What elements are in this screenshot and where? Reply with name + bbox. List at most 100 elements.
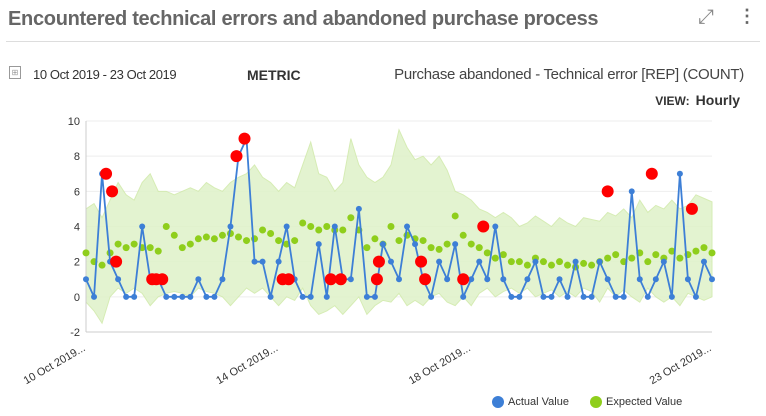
expected-point [443, 240, 451, 248]
actual-point [275, 258, 282, 265]
expected-point [604, 254, 612, 262]
expected-point [82, 249, 90, 257]
actual-point [115, 276, 122, 283]
expected-point [556, 258, 564, 266]
expected-point [154, 247, 162, 255]
actual-point [500, 276, 507, 283]
expected-point [146, 244, 154, 252]
expected-point [612, 251, 620, 259]
expected-point [515, 258, 523, 266]
expected-point [114, 240, 122, 248]
actual-point [347, 276, 354, 283]
actual-point [219, 276, 226, 283]
actual-point [299, 293, 306, 300]
actual-point [468, 276, 475, 283]
expected-point [459, 231, 467, 239]
expected-point [259, 226, 267, 234]
expected-point [483, 249, 491, 257]
actual-point [668, 293, 675, 300]
anomaly-point [238, 132, 251, 145]
expected-point [628, 254, 636, 262]
y-tick-label: 4 [74, 222, 80, 234]
actual-point [516, 293, 523, 300]
actual-point [572, 258, 579, 265]
expected-point [700, 244, 708, 252]
actual-point [323, 293, 330, 300]
x-tick-label: 23 Oct 2019... [648, 342, 714, 387]
actual-point [123, 293, 130, 300]
metric-name: Purchase abandoned - Technical error [RE… [394, 66, 744, 83]
actual-point [363, 293, 370, 300]
expected-point [307, 223, 315, 230]
legend-expected[interactable]: Expected Value [590, 396, 682, 408]
expected-point [122, 244, 130, 252]
expected-point [499, 251, 507, 259]
actual-point [588, 293, 595, 300]
actual-point [355, 205, 362, 212]
anomaly-point [100, 167, 113, 180]
actual-point [660, 258, 667, 265]
y-tick-label: 2 [74, 257, 80, 269]
actual-point [644, 293, 651, 300]
actual-point [267, 293, 274, 300]
actual-point [652, 276, 659, 283]
actual-point [540, 293, 547, 300]
anomaly-point [415, 255, 428, 268]
expected-point [676, 254, 684, 262]
actual-point [709, 276, 715, 283]
view-value[interactable]: Hourly [695, 92, 740, 108]
actual-point [452, 241, 459, 248]
actual-point [692, 293, 699, 300]
expected-point [291, 237, 299, 245]
expected-point [644, 258, 652, 266]
actual-point [251, 258, 258, 265]
actual-point [211, 293, 218, 300]
expected-point [467, 240, 475, 248]
expected-point [243, 237, 251, 245]
expected-point [507, 258, 515, 266]
anomaly-point [106, 185, 119, 198]
actual-point [508, 293, 515, 300]
anomaly-point [324, 273, 337, 286]
actual-point [139, 223, 146, 230]
actual-point [259, 258, 266, 265]
actual-point [564, 293, 571, 300]
x-tick-label: 14 Oct 2019... [214, 342, 280, 387]
anomaly-point [645, 167, 658, 180]
expected-point [186, 240, 194, 248]
y-tick-label: 10 [68, 116, 80, 128]
y-tick-label: 0 [74, 292, 80, 304]
expected-point [162, 223, 170, 230]
expected-point [539, 258, 547, 266]
expected-point [491, 254, 499, 262]
calendar-icon: ⊞ [9, 66, 21, 79]
legend-actual[interactable]: Actual Value [492, 396, 569, 408]
actual-point [412, 241, 419, 248]
anomaly-point [601, 185, 614, 198]
anomaly-point [457, 273, 470, 286]
expected-point [323, 223, 331, 230]
actual-point [548, 293, 555, 300]
date-range[interactable]: 10 Oct 2019 - 23 Oct 2019 [33, 67, 177, 82]
anomaly-point [477, 220, 490, 233]
actual-point [476, 258, 483, 265]
expand-icon[interactable]: ⤢ [698, 6, 714, 28]
actual-point [636, 276, 643, 283]
y-tick-label: 6 [74, 186, 80, 198]
expected-point [547, 261, 555, 269]
view-selector[interactable]: VIEW: Hourly [655, 92, 740, 108]
expected-point [194, 235, 202, 243]
anomaly-point [334, 273, 347, 286]
y-tick-label: 8 [74, 151, 80, 163]
actual-point [187, 293, 194, 300]
actual-point [444, 276, 451, 283]
expected-point [347, 214, 355, 222]
more-vertical-icon[interactable]: ⋮ [738, 6, 756, 26]
view-label: VIEW: [655, 94, 690, 108]
expected-range-band [85, 128, 713, 325]
actual-point [428, 293, 435, 300]
anomaly-point [685, 202, 698, 215]
legend-expected-label: Expected Value [606, 396, 683, 408]
expected-point [652, 251, 660, 259]
